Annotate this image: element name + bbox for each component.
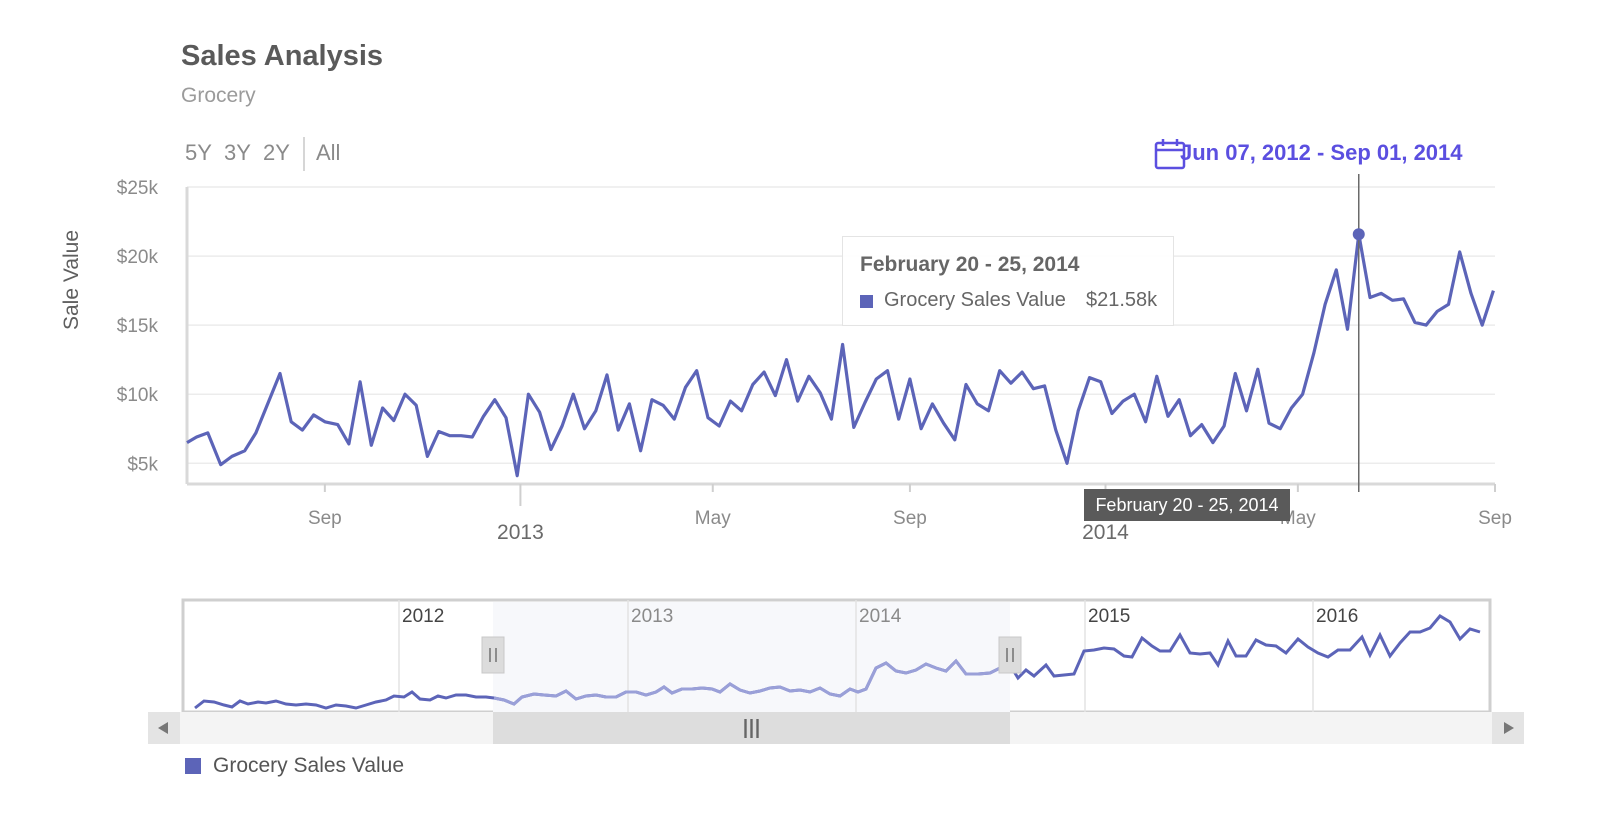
y-tick-label: $15k [117, 316, 159, 337]
x-tick-label: May [695, 508, 731, 529]
range-button-5y[interactable]: 5Y [185, 140, 212, 165]
tooltip-date: February 20 - 25, 2014 [860, 253, 1080, 276]
y-tick-label: $25k [117, 178, 159, 199]
highlighted-point[interactable] [1352, 228, 1365, 241]
x-major-tick-label: 2013 [497, 521, 544, 544]
series-line-grocery-sales-value [186, 232, 1495, 478]
range-divider [303, 137, 305, 171]
date-range-display[interactable]: Jun 07, 2012 - Sep 01, 2014 [1180, 140, 1463, 165]
calendar-icon[interactable] [1153, 137, 1187, 176]
chart-subtitle: Grocery [181, 84, 256, 107]
tooltip-value: $21.58k [1086, 289, 1158, 311]
navigator-year-label: 2015 [1088, 606, 1130, 627]
x-tick-label: Sep [308, 508, 342, 529]
navigator-right-handle[interactable] [998, 636, 1022, 674]
tooltip-series-name: Grocery Sales Value [884, 289, 1066, 311]
tooltip-series-swatch [860, 295, 873, 308]
chart-title: Sales Analysis [181, 40, 384, 72]
range-button-2y[interactable]: 2Y [263, 140, 290, 165]
y-tick-label: $20k [117, 247, 159, 268]
navigator-left-handle[interactable] [481, 636, 505, 674]
scroll-right-arrow-icon[interactable] [1504, 722, 1514, 734]
x-tick-label: Sep [1478, 508, 1512, 529]
navigator-year-label: 2014 [859, 606, 902, 627]
navigator-year-label: 2012 [402, 606, 444, 627]
data-tooltip: February 20 - 25, 2014 Grocery Sales Val… [842, 236, 1174, 326]
legend-swatch[interactable] [185, 758, 201, 774]
navigator-year-label: 2013 [631, 606, 673, 627]
range-button-all[interactable]: All [316, 140, 341, 165]
navigator-year-label: 2016 [1316, 606, 1358, 627]
x-tick-label: Sep [893, 508, 927, 529]
y-tick-label: $5k [127, 454, 158, 475]
navigator-selected-line [493, 658, 1011, 706]
legend-item-grocery-sales-value[interactable]: Grocery Sales Value [213, 754, 405, 777]
crosshair-date-label: February 20 - 25, 2014 [1084, 489, 1290, 521]
y-tick-label: $10k [117, 385, 159, 406]
x-major-tick-label: 2014 [1082, 521, 1129, 544]
scroll-left-arrow-icon[interactable] [158, 722, 168, 734]
range-button-3y[interactable]: 3Y [224, 140, 251, 165]
